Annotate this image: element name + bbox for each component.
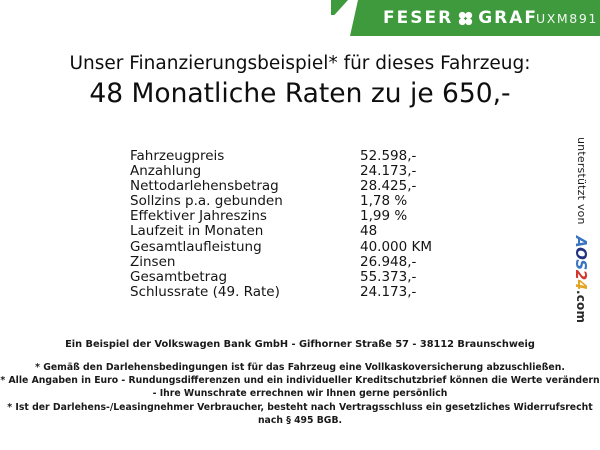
offer-subtitle: Unser Finanzierungsbeispiel* für dieses … — [69, 53, 531, 74]
row-value: 55.373,- — [360, 268, 417, 285]
offer-title: 48 Monatliche Raten zu je 650,- — [89, 78, 511, 109]
footnote-line: * Alle Angaben in Euro - Rundungsdiffere… — [0, 375, 600, 387]
footnote-line: - Ihre Wunschrate errechnen wir Ihnen ge… — [152, 388, 448, 400]
row-value: 48 — [360, 223, 378, 240]
brand-name-feser: FESER — [383, 8, 454, 28]
table-row: Sollzins p.a. gebunden 1,78 % — [130, 194, 432, 209]
row-label: Nettodarlehensbetrag — [130, 178, 279, 195]
banner-slash-decoration — [331, 0, 348, 15]
table-row: Schlussrate (49. Rate) 24.173,- — [130, 283, 432, 300]
row-label: Fahrzeugpreis — [130, 148, 225, 164]
bank-example-line: Ein Beispiel der Volkswagen Bank GmbH - … — [65, 339, 535, 350]
aos24-letter: O — [572, 247, 590, 260]
row-value: 24.173,- — [360, 283, 417, 300]
row-label: Effektiver Jahreszins — [130, 208, 267, 225]
aos24-letter: 2 — [572, 270, 590, 280]
table-row: Zinsen 26.948,- — [130, 253, 432, 270]
row-label: Sollzins p.a. gebunden — [130, 193, 283, 210]
vehicle-code-badge: UXM891 — [536, 10, 598, 26]
finance-table: Fahrzeugpreis 52.598,- Anzahlung 24.173,… — [130, 148, 433, 300]
row-label: Gesamtlaufleistung — [130, 238, 262, 255]
aos24-letter: A — [572, 236, 590, 248]
table-row: Laufzeit in Monaten 48 — [130, 224, 432, 239]
row-value: 40.000 KM — [360, 238, 433, 255]
row-value: 24.173,- — [360, 163, 417, 180]
row-label: Zinsen — [130, 253, 176, 270]
clover-icon — [459, 11, 473, 25]
row-label: Laufzeit in Monaten — [130, 223, 264, 240]
aos24-logo: AOS24 — [572, 228, 590, 290]
footnote-line: * Gemäß den Darlehensbedingungen ist für… — [35, 362, 565, 373]
row-value: 1,99 % — [360, 208, 408, 225]
table-row: Anzahlung 24.173,- — [130, 163, 432, 180]
aos24-letter: 4 — [572, 280, 590, 290]
footnotes: * Gemäß den Darlehensbedingungen ist für… — [0, 361, 600, 427]
row-label: Gesamtbetrag — [130, 268, 228, 285]
footnote-line: * Ist der Darlehens-/Leasingnehmer Verbr… — [7, 401, 593, 413]
table-row: Nettodarlehensbetrag 28.425,- — [130, 179, 432, 194]
table-row: Gesamtlaufleistung 40.000 KM — [130, 238, 433, 255]
table-row: Gesamtbetrag 55.373,- — [130, 268, 432, 285]
row-value: 26.948,- — [360, 253, 417, 270]
brand-banner: FESER GRAF UXM891 — [350, 0, 600, 36]
row-value: 1,78 % — [360, 193, 408, 210]
brand-name-graf: GRAF — [478, 8, 539, 28]
supported-by-label: unterstützt von — [575, 137, 588, 229]
table-row: Fahrzeugpreis 52.598,- — [130, 148, 432, 164]
supported-by-vertical-text: unterstützt von AOS24.com — [572, 137, 590, 337]
row-label: Schlussrate (49. Rate) — [130, 283, 280, 300]
row-label: Anzahlung — [130, 163, 202, 180]
row-value: 52.598,- — [360, 148, 417, 164]
row-value: 28.425,- — [360, 178, 417, 195]
aos24-letter: S — [572, 259, 590, 271]
aos24-domain-suffix: .com — [574, 289, 588, 324]
table-row: Effektiver Jahreszins 1,99 % — [130, 209, 432, 224]
feser-graf-logo: FESER GRAF — [383, 0, 538, 36]
footnote-line: nach § 495 BGB. — [257, 414, 343, 426]
